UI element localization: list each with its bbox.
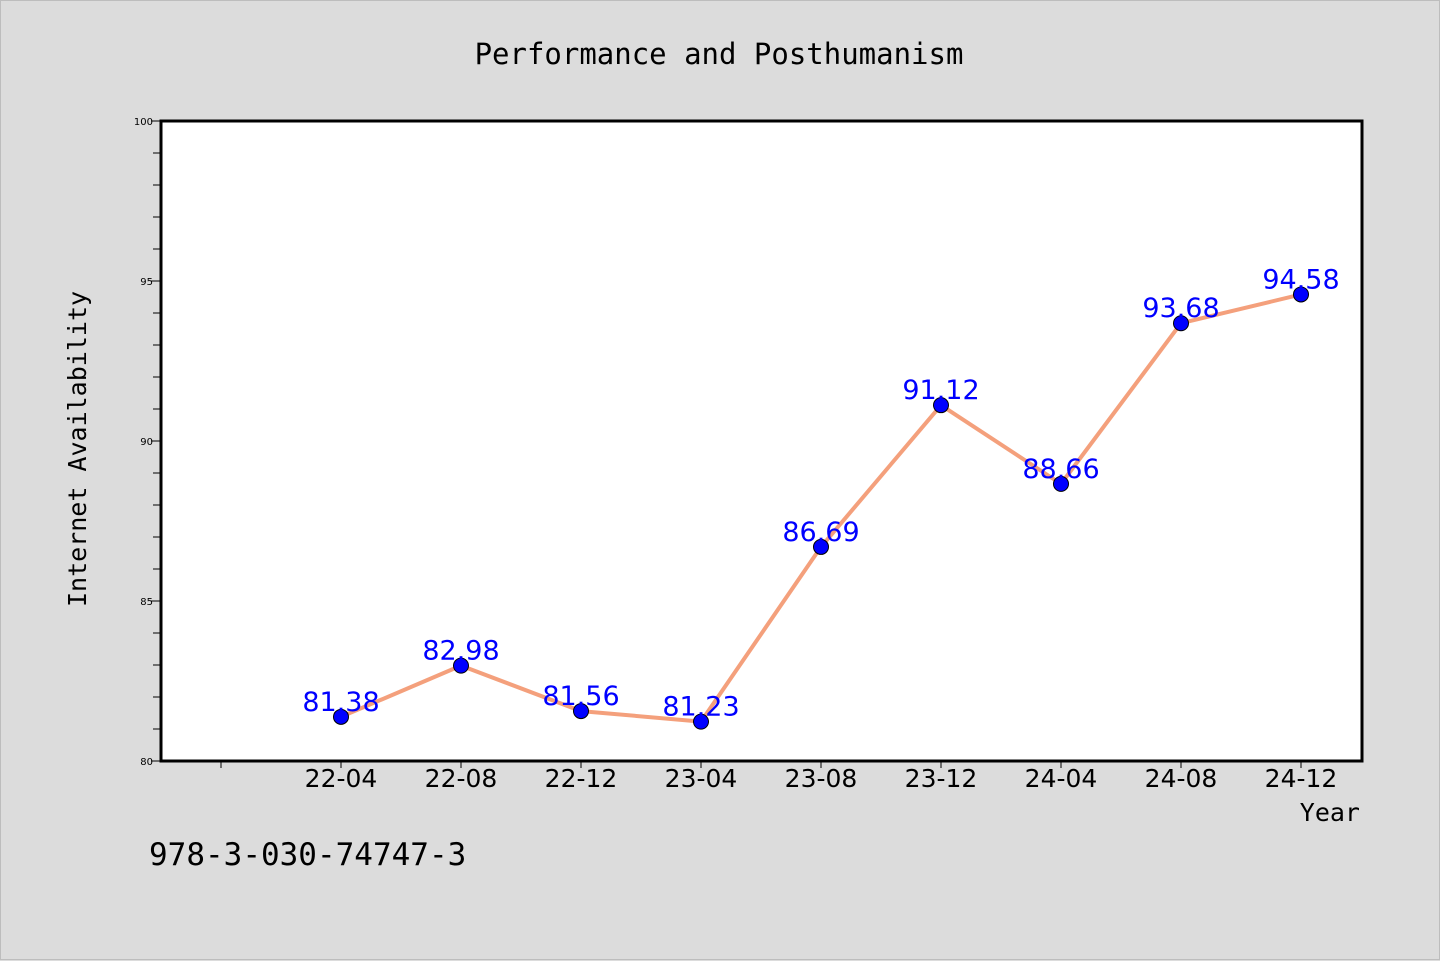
x-tick-label: 24-12 [1265, 764, 1338, 793]
data-point [333, 708, 349, 725]
data-point [1173, 315, 1189, 332]
data-label: 88.66 [1022, 454, 1099, 485]
x-tick-label: 23-04 [665, 764, 738, 793]
data-point [693, 713, 709, 730]
data-label: 94.58 [1262, 264, 1339, 295]
x-axis: 22-04 22-08 22-12 23-04 23-08 23-12 24-04 24-08… [220, 761, 1338, 793]
series-group [333, 286, 1309, 730]
data-point [933, 397, 949, 414]
x-tick-label: 23-08 [785, 764, 858, 793]
data-point [573, 703, 589, 720]
data-point [1053, 475, 1069, 492]
y-tick-label: 90 [140, 437, 153, 448]
y-tick-label: 100 [134, 117, 153, 128]
y-axis-label: Internet Availability [63, 291, 92, 607]
y-tick-label: 80 [140, 757, 153, 768]
plot-area [159, 119, 1364, 763]
x-tick-label: 24-04 [1025, 764, 1098, 793]
data-label: 91.12 [902, 375, 979, 406]
x-tick-label: 23-12 [905, 764, 978, 793]
x-tick-label: 24-08 [1145, 764, 1218, 793]
data-label: 82.98 [422, 636, 499, 667]
data-point [1293, 286, 1309, 303]
y-axis: 80 85 90 95 100 [134, 117, 161, 768]
data-label: 81.38 [302, 687, 379, 718]
data-point [453, 657, 469, 674]
data-label: 93.68 [1142, 293, 1219, 324]
x-axis-label: Year [1300, 798, 1360, 827]
x-tick-label: 22-08 [425, 764, 498, 793]
data-label: 86.69 [782, 517, 859, 548]
chart-title: Performance and Posthumanism [475, 37, 964, 71]
data-point [813, 538, 829, 555]
y-tick-label: 85 [140, 597, 153, 608]
data-label: 81.56 [542, 681, 619, 712]
y-tick-label: 95 [140, 277, 153, 288]
x-tick-label: 22-12 [545, 764, 618, 793]
data-label: 81.23 [662, 692, 739, 723]
isbn-footer: 978-3-030-74747-3 [149, 837, 466, 873]
data-labels: 81.38 82.98 81.56 81.23 86.69 91.12 88.66 93.68… [302, 264, 1339, 722]
x-tick-label: 22-04 [305, 764, 378, 793]
